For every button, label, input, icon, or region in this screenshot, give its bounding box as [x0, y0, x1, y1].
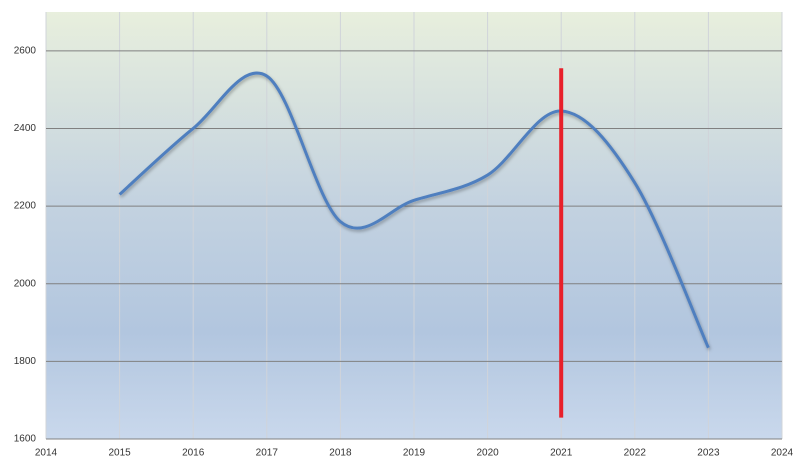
x-tick-label: 2015 [108, 448, 131, 459]
x-tick-label: 2020 [476, 448, 499, 459]
y-tick-label: 2400 [14, 123, 37, 134]
y-tick-label: 2200 [14, 201, 37, 212]
x-tick-label: 2023 [697, 448, 720, 459]
x-tick-label: 2016 [182, 448, 205, 459]
x-tick-label: 2021 [550, 448, 573, 459]
x-tick-label: 2018 [329, 448, 352, 459]
x-tick-label: 2014 [35, 448, 58, 459]
x-tick-label: 2022 [624, 448, 647, 459]
y-tick-label: 1800 [14, 356, 37, 367]
y-tick-label: 2000 [14, 278, 37, 289]
x-tick-label: 2024 [771, 448, 794, 459]
x-tick-label: 2019 [403, 448, 426, 459]
line-series [118, 71, 710, 349]
x-tick-label: 2017 [256, 448, 279, 459]
y-tick-label: 1600 [14, 434, 37, 445]
y-tick-label: 2600 [14, 45, 37, 56]
